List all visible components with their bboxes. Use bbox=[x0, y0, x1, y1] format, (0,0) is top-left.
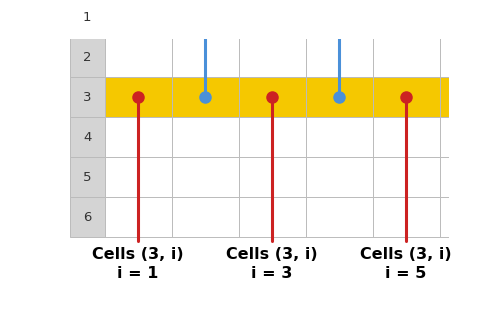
Text: i = 1: i = 1 bbox=[118, 266, 158, 281]
Bar bbox=[104, 37, 172, 77]
Bar bbox=[372, 117, 440, 157]
Text: Cells (3, i): Cells (3, i) bbox=[92, 247, 184, 262]
Bar bbox=[104, 117, 172, 157]
Bar bbox=[172, 117, 238, 157]
Bar bbox=[70, 117, 104, 157]
Bar bbox=[440, 37, 500, 77]
Text: i = 5: i = 5 bbox=[386, 266, 426, 281]
Bar bbox=[70, 157, 104, 197]
Bar bbox=[70, 197, 104, 237]
Bar bbox=[440, 0, 500, 37]
Bar bbox=[104, 197, 172, 237]
Bar bbox=[306, 197, 372, 237]
Bar bbox=[238, 117, 306, 157]
Bar bbox=[440, 157, 500, 197]
Text: 1: 1 bbox=[83, 11, 92, 24]
Bar bbox=[104, 0, 172, 37]
Text: Cells (3, i): Cells (3, i) bbox=[360, 247, 452, 262]
Text: 4: 4 bbox=[83, 131, 92, 144]
Bar bbox=[172, 0, 238, 37]
Bar bbox=[172, 197, 238, 237]
Bar bbox=[172, 37, 238, 77]
Bar bbox=[440, 117, 500, 157]
Bar bbox=[70, 37, 104, 77]
Bar bbox=[306, 0, 372, 37]
Bar bbox=[372, 197, 440, 237]
Text: 2: 2 bbox=[83, 51, 92, 64]
Bar bbox=[306, 157, 372, 197]
Bar bbox=[372, 0, 440, 37]
Bar bbox=[104, 157, 172, 197]
Bar bbox=[70, 77, 104, 117]
Bar bbox=[238, 0, 306, 37]
Text: 3: 3 bbox=[83, 91, 92, 104]
Bar bbox=[70, 0, 104, 37]
Bar bbox=[306, 37, 372, 77]
Bar bbox=[372, 157, 440, 197]
Bar bbox=[440, 77, 500, 117]
Bar bbox=[104, 77, 172, 117]
Text: Cells (3, i): Cells (3, i) bbox=[226, 247, 318, 262]
Bar bbox=[238, 157, 306, 197]
Bar bbox=[440, 197, 500, 237]
Bar bbox=[306, 117, 372, 157]
Text: 5: 5 bbox=[83, 171, 92, 184]
Bar bbox=[172, 77, 238, 117]
Bar bbox=[238, 77, 306, 117]
Bar bbox=[372, 37, 440, 77]
Bar bbox=[238, 37, 306, 77]
Bar bbox=[306, 77, 372, 117]
Bar bbox=[238, 197, 306, 237]
Text: i = 3: i = 3 bbox=[252, 266, 292, 281]
Text: 6: 6 bbox=[83, 211, 92, 224]
Bar bbox=[172, 157, 238, 197]
Bar bbox=[372, 77, 440, 117]
